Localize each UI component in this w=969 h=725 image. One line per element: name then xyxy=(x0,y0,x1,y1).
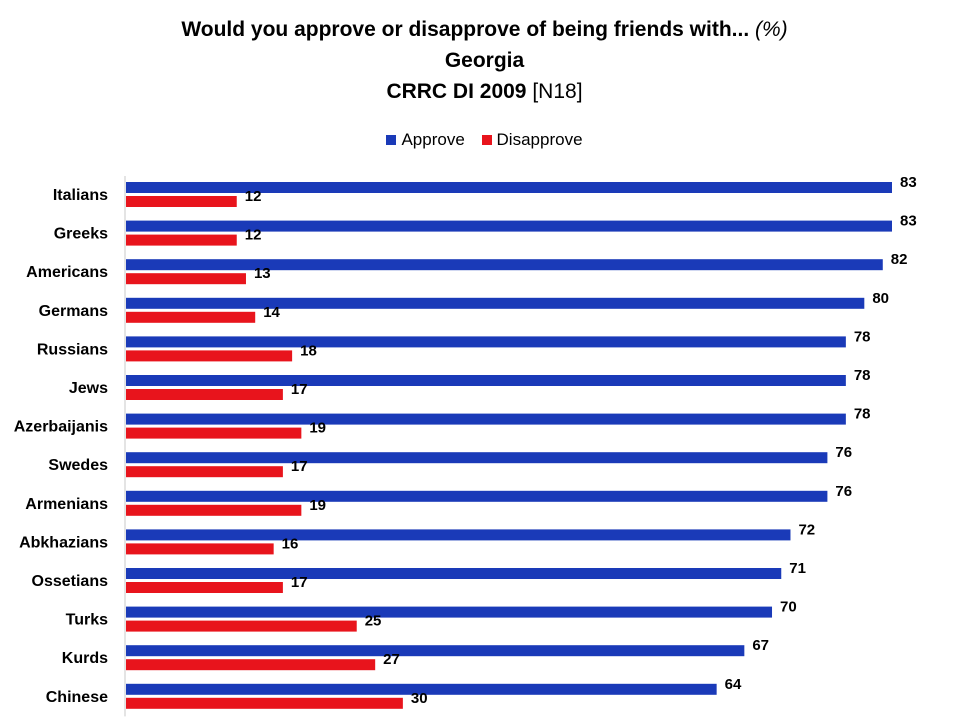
bar-disapprove-ossetians xyxy=(126,582,283,593)
category-label-turks: Turks xyxy=(66,612,108,629)
bar-disapprove-chinese xyxy=(126,697,403,709)
data-label-disapprove-armenians: 19 xyxy=(309,497,326,514)
data-label-approve-abkhazians: 72 xyxy=(798,521,815,538)
data-label-approve-jews: 78 xyxy=(854,367,871,384)
chart-subtitle: Georgia xyxy=(444,49,525,72)
data-label-approve-kurds: 67 xyxy=(752,637,769,654)
data-label-approve-chinese: 64 xyxy=(725,676,742,693)
bar-disapprove-armenians xyxy=(126,504,302,516)
category-label-azerbaijanis: Azerbaijanis xyxy=(14,419,108,436)
category-label-chinese: Chinese xyxy=(46,689,108,706)
bar-approve-jews xyxy=(126,375,846,386)
data-label-disapprove-greeks: 12 xyxy=(245,227,262,244)
bar-disapprove-turks xyxy=(126,620,357,632)
data-label-approve-germans: 80 xyxy=(872,290,889,307)
bar-approve-kurds xyxy=(126,645,745,657)
bar-approve-swedes xyxy=(126,452,828,464)
data-label-disapprove-turks: 25 xyxy=(365,613,382,630)
category-label-abkhazians: Abkhazians xyxy=(19,534,108,551)
bar-disapprove-greeks xyxy=(126,234,237,246)
chart-title: Would you approve or disapprove of being… xyxy=(181,18,750,41)
category-label-ossetians: Ossetians xyxy=(32,573,109,590)
chart-legend: Approve Disapprove xyxy=(0,130,969,150)
data-label-approve-russians: 78 xyxy=(854,328,871,345)
category-label-swedes: Swedes xyxy=(48,457,108,474)
bar-disapprove-germans xyxy=(126,311,256,323)
bar-disapprove-italians xyxy=(126,196,237,207)
data-label-disapprove-swedes: 17 xyxy=(291,458,308,475)
bar-approve-azerbaijanis xyxy=(126,413,846,425)
bar-approve-turks xyxy=(126,606,773,618)
bar-approve-americans xyxy=(126,259,883,271)
bar-disapprove-swedes xyxy=(126,466,283,478)
data-label-disapprove-abkhazians: 16 xyxy=(282,535,299,552)
legend-item-approve: Approve xyxy=(386,130,465,150)
data-label-approve-swedes: 76 xyxy=(835,444,852,461)
bar-approve-ossetians xyxy=(126,568,782,579)
bar-approve-armenians xyxy=(126,490,828,502)
chart-title-block: Would you approve or disapprove of being… xyxy=(0,14,969,107)
data-label-approve-ossetians: 71 xyxy=(789,560,806,577)
category-label-jews: Jews xyxy=(69,380,108,397)
chart-source-line: CRRC DI 2009 [N18] xyxy=(0,76,969,107)
bar-disapprove-jews xyxy=(126,389,283,400)
bar-approve-abkhazians xyxy=(126,529,791,541)
data-label-disapprove-jews: 17 xyxy=(291,381,308,398)
bar-approve-germans xyxy=(126,297,865,309)
data-label-disapprove-ossetians: 17 xyxy=(291,574,308,591)
data-label-disapprove-italians: 12 xyxy=(245,188,262,205)
chart-source-code: [N18] xyxy=(532,80,583,103)
category-label-greeks: Greeks xyxy=(54,226,108,243)
data-label-approve-azerbaijanis: 78 xyxy=(854,406,871,423)
bar-approve-russians xyxy=(126,336,846,348)
category-label-armenians: Armenians xyxy=(25,496,108,513)
category-label-russians: Russians xyxy=(37,341,108,358)
category-label-americans: Americans xyxy=(26,264,108,281)
chart-title-unit: (%) xyxy=(755,18,788,41)
legend-swatch-approve xyxy=(386,134,397,145)
data-label-approve-americans: 82 xyxy=(891,251,908,268)
bar-disapprove-russians xyxy=(126,350,293,362)
data-label-approve-greeks: 83 xyxy=(900,213,917,230)
data-label-approve-italians: 83 xyxy=(900,174,917,191)
data-label-disapprove-azerbaijanis: 19 xyxy=(309,420,326,437)
category-label-italians: Italians xyxy=(53,187,108,204)
legend-label-disapprove: Disapprove xyxy=(496,130,583,149)
legend-item-disapprove: Disapprove xyxy=(481,130,583,150)
bar-disapprove-kurds xyxy=(126,659,376,671)
category-label-kurds: Kurds xyxy=(62,650,108,667)
bar-disapprove-azerbaijanis xyxy=(126,427,302,439)
bar-approve-italians xyxy=(126,182,892,193)
data-label-approve-armenians: 76 xyxy=(835,483,852,500)
data-label-approve-turks: 70 xyxy=(780,599,797,616)
data-label-disapprove-kurds: 27 xyxy=(383,651,400,668)
data-label-disapprove-russians: 18 xyxy=(300,342,317,359)
data-label-disapprove-germans: 14 xyxy=(263,304,280,321)
data-label-disapprove-americans: 13 xyxy=(254,265,271,282)
bar-approve-chinese xyxy=(126,683,717,695)
bar-approve-greeks xyxy=(126,220,892,232)
legend-swatch-disapprove xyxy=(481,134,492,145)
chart-title-line: Would you approve or disapprove of being… xyxy=(0,14,969,45)
bar-disapprove-abkhazians xyxy=(126,543,274,555)
data-label-disapprove-chinese: 30 xyxy=(411,690,428,707)
chart-source: CRRC DI 2009 xyxy=(386,80,527,103)
legend-label-approve: Approve xyxy=(401,130,465,149)
bar-disapprove-americans xyxy=(126,273,246,285)
category-label-germans: Germans xyxy=(39,303,108,320)
